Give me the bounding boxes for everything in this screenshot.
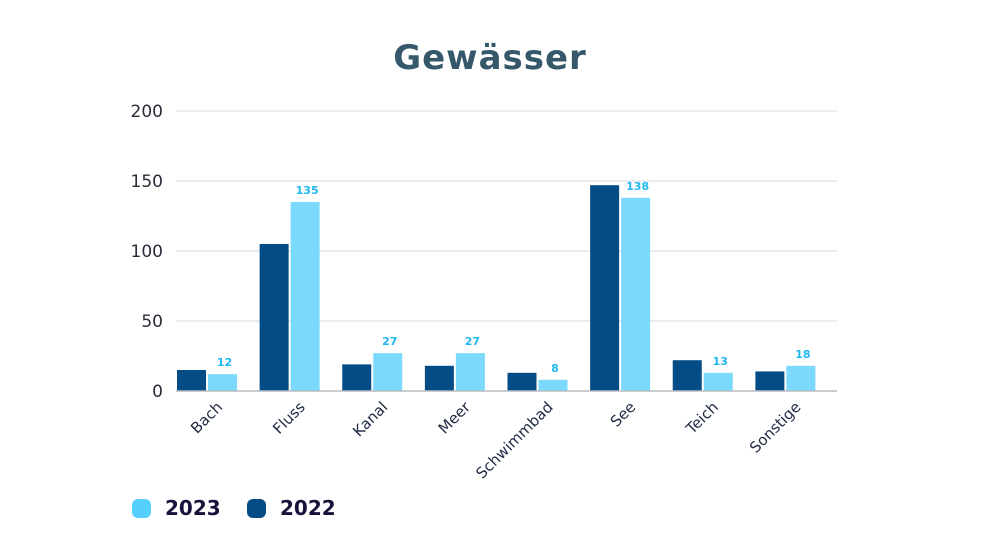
y-tick-label: 0: [152, 382, 163, 402]
data-label-2023: 18: [795, 348, 810, 361]
bar-2022: [507, 372, 537, 391]
x-tick-label: Bach: [187, 398, 226, 437]
data-label-2023: 27: [465, 335, 480, 348]
x-tick-label: Schwimmbad: [472, 398, 556, 482]
x-tick-label: Kanal: [349, 398, 391, 440]
x-tick-label: Teich: [682, 398, 722, 438]
x-tick-label: Sonstige: [746, 398, 805, 457]
bar-2022: [755, 371, 785, 391]
legend-item-2023: 2023: [132, 496, 221, 520]
x-tick-label: See: [607, 398, 640, 431]
bar-2022: [590, 185, 620, 391]
x-tick-label: Meer: [435, 398, 475, 438]
data-label-2023: 8: [551, 362, 559, 375]
x-tick-label: Fluss: [269, 398, 309, 438]
bar-2023: [208, 374, 237, 391]
data-label-2023: 27: [382, 335, 397, 348]
legend-swatch-2022: [247, 498, 266, 518]
y-tick-label: 150: [131, 172, 163, 192]
data-label-2023: 12: [217, 356, 232, 369]
bar-2023: [373, 353, 403, 391]
data-label-2023: 138: [626, 180, 649, 193]
legend-swatch-2023: [132, 498, 151, 518]
y-tick-label: 50: [141, 312, 163, 332]
bar-2022: [424, 365, 454, 391]
bar-2023: [538, 379, 568, 391]
legend-item-2022: 2022: [247, 496, 336, 520]
legend-label-2022: 2022: [280, 496, 336, 520]
bar-2023: [786, 365, 816, 391]
data-label-2023: 13: [713, 355, 728, 368]
bar-2022: [342, 364, 372, 391]
bar-2022: [259, 244, 289, 391]
bar-2023: [703, 372, 733, 391]
bar-2022: [177, 370, 206, 391]
y-tick-label: 100: [131, 242, 163, 262]
chart-title: Gewässer: [393, 38, 587, 78]
y-tick-label: 200: [131, 102, 163, 122]
legend-label-2023: 2023: [165, 496, 221, 520]
bar-2022: [672, 360, 702, 391]
bar-2023: [621, 197, 651, 391]
data-label-2023: 135: [296, 184, 319, 197]
bar-2023: [455, 353, 485, 391]
bar-2023: [290, 202, 320, 391]
